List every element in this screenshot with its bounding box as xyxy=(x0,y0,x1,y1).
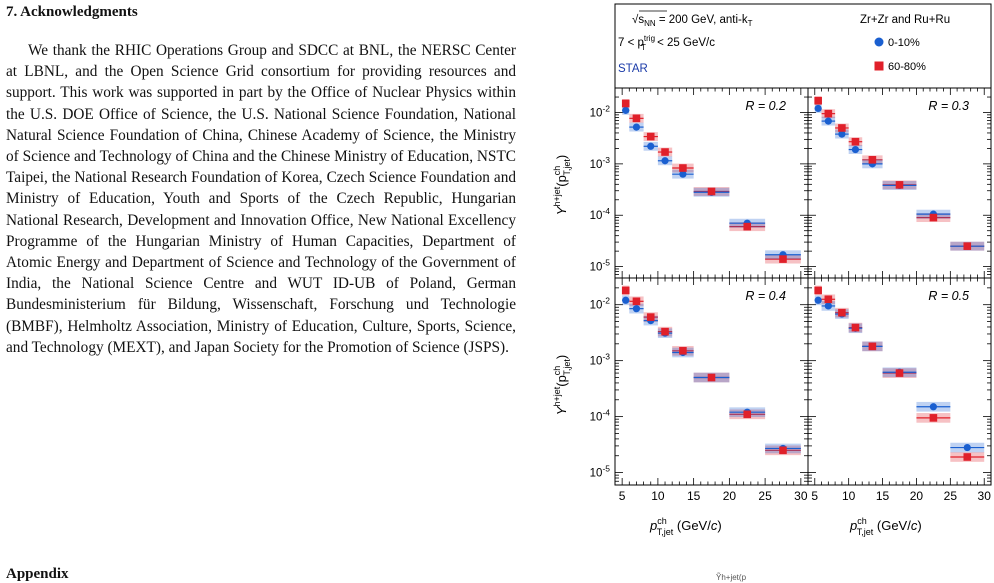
data-point-peripheral xyxy=(779,255,787,263)
data-point-peripheral xyxy=(621,99,630,108)
panel-r-label: R = 0.2 xyxy=(745,99,786,113)
y-tick-label: 10-5 xyxy=(590,464,611,480)
data-point-peripheral xyxy=(646,132,655,141)
x-tick-label: 15 xyxy=(876,489,890,503)
section-heading: 7. Acknowledgments xyxy=(6,4,138,20)
data-point-peripheral xyxy=(963,242,972,250)
data-point-peripheral xyxy=(895,181,904,189)
legend-marker-peripheral xyxy=(874,61,884,71)
data-point-peripheral xyxy=(851,323,860,332)
y-tick-label: 10-4 xyxy=(590,408,611,424)
x-tick-label: 30 xyxy=(794,489,808,503)
appendix-heading: Appendix xyxy=(6,566,69,582)
data-point-peripheral xyxy=(661,148,669,156)
data-point-central xyxy=(622,296,630,304)
data-point-central xyxy=(963,443,971,452)
data-point-peripheral xyxy=(632,114,641,123)
x-tick-label: 20 xyxy=(910,489,924,503)
data-point-peripheral xyxy=(679,164,687,172)
header-experiment: STAR xyxy=(618,63,648,75)
x-tick-label: 5 xyxy=(619,489,626,503)
x-axis-title-right: pch T,jet (GeV/c) xyxy=(849,516,922,537)
data-point-peripheral xyxy=(851,137,860,146)
data-point-central xyxy=(622,106,630,114)
data-point-central xyxy=(632,305,641,313)
data-point-peripheral xyxy=(868,342,877,351)
data-point-peripheral xyxy=(621,286,630,295)
data-point-central xyxy=(814,296,822,304)
x-tick-label: 5 xyxy=(811,489,818,503)
x-tick-label: 10 xyxy=(651,489,665,503)
legend-label-central: 0-10% xyxy=(888,37,920,49)
y-tick-label: 10-2 xyxy=(590,104,611,120)
x-tick-label: 25 xyxy=(944,489,958,503)
y-axis-title-bottom: Yh+jet(pchT,jet) xyxy=(552,355,572,415)
figure-four-panel-chart: √sNN = 200 GeV, anti-kT 7 < ptrig T < 25 … xyxy=(552,3,992,537)
y-tick-label: 10-5 xyxy=(590,258,611,274)
header-trigger-line: 7 < ptrig T < 25 GeV/c xyxy=(618,34,715,52)
y-tick-label: 10-3 xyxy=(590,155,611,171)
data-point-peripheral xyxy=(779,446,787,455)
panel-frame-4 xyxy=(807,277,992,486)
data-point-peripheral xyxy=(838,308,846,317)
data-point-central xyxy=(647,142,655,150)
x-tick-label: 15 xyxy=(687,489,701,503)
data-point-peripheral xyxy=(824,109,833,118)
data-point-peripheral xyxy=(646,313,655,321)
data-point-peripheral xyxy=(743,410,752,419)
data-point-central xyxy=(929,403,937,411)
panel-r-label: R = 0.5 xyxy=(928,289,969,303)
panel-frame-1 xyxy=(614,87,809,279)
data-point-central xyxy=(838,130,846,138)
panel-r-label: R = 0.4 xyxy=(745,289,786,303)
data-point-central xyxy=(661,157,669,165)
y-tick-label: 10-3 xyxy=(590,352,611,368)
data-point-peripheral xyxy=(814,96,822,105)
data-point-peripheral xyxy=(679,347,687,355)
data-point-peripheral xyxy=(963,453,972,461)
x-tick-label: 20 xyxy=(723,489,737,503)
data-point-central xyxy=(824,117,832,125)
y-tick-label: 10-2 xyxy=(590,296,611,312)
x-tick-label: 30 xyxy=(978,489,992,503)
x-axis-title-left: pch T,jet (GeV/c) xyxy=(649,516,722,537)
header-system: Zr+Zr and Ru+Ru xyxy=(860,14,950,26)
panels-group: 10-5 10-4 10-3 10-2 R = 0.2 R = 0.3 5 10 15 20 25 3… xyxy=(590,87,992,503)
data-point-central xyxy=(632,123,641,131)
data-point-peripheral xyxy=(929,213,938,222)
y-tick-label: 10-4 xyxy=(590,206,611,222)
data-point-central xyxy=(824,302,832,310)
data-point-peripheral xyxy=(929,414,938,422)
data-point-peripheral xyxy=(868,156,877,164)
data-point-central xyxy=(814,104,822,113)
next-page-fragment: Ỹh+jet(p xyxy=(716,573,747,582)
data-point-peripheral xyxy=(707,187,716,196)
data-point-peripheral xyxy=(661,327,669,336)
data-point-central xyxy=(679,170,687,178)
header-energy-line: √sNN = 200 GeV, anti-kT xyxy=(632,13,753,28)
legend-label-peripheral: 60-80% xyxy=(888,61,926,73)
data-point-central xyxy=(851,145,860,154)
figure-header-box xyxy=(614,3,992,89)
data-point-peripheral xyxy=(707,373,716,382)
legend-marker-central xyxy=(874,37,884,47)
data-point-peripheral xyxy=(632,297,641,306)
x-tick-label: 25 xyxy=(758,489,772,503)
data-point-peripheral xyxy=(895,369,904,377)
data-point-peripheral xyxy=(814,286,822,295)
data-point-peripheral xyxy=(743,222,752,231)
acknowledgments-paragraph: We thank the RHIC Operations Group and S… xyxy=(6,42,516,356)
y-axis-title-top: Yh+jet(pchT,jet) xyxy=(552,155,572,215)
data-point-peripheral xyxy=(838,124,846,132)
panel-r-label: R = 0.3 xyxy=(928,99,969,113)
x-tick-label: 10 xyxy=(842,489,856,503)
data-point-peripheral xyxy=(824,295,833,304)
